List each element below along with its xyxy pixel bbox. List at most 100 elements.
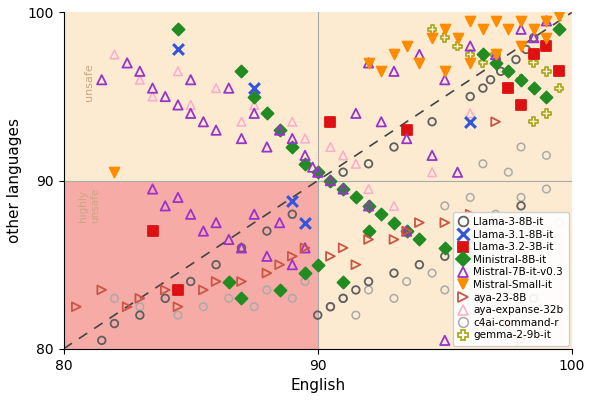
Point	[427, 169, 437, 176]
Point	[110, 169, 119, 176]
Point	[402, 43, 411, 49]
Point	[542, 93, 551, 100]
Point	[339, 186, 348, 192]
Point	[478, 85, 488, 91]
Point	[160, 287, 170, 293]
Point	[123, 60, 132, 66]
Point	[389, 51, 398, 58]
Point	[364, 236, 374, 243]
Point	[465, 51, 475, 58]
Point	[135, 76, 144, 83]
Point	[237, 118, 246, 125]
Point	[504, 85, 513, 91]
Point	[440, 34, 449, 41]
Point	[288, 295, 297, 302]
Legend: Llama-3-8B-it, Llama-3.1-8B-it, Llama-3.2-3B-it, Ministral-8B-it, Mistral-7B-it-: Llama-3-8B-it, Llama-3.1-8B-it, Llama-3.…	[452, 212, 569, 346]
X-axis label: English: English	[290, 378, 345, 393]
Point	[402, 228, 411, 234]
Point	[186, 76, 195, 83]
Point	[300, 245, 310, 251]
Point	[389, 270, 398, 276]
Point	[389, 295, 398, 302]
Point	[504, 85, 513, 91]
Point	[135, 295, 144, 302]
Point	[389, 68, 398, 74]
Point	[516, 337, 526, 344]
Point	[555, 85, 564, 91]
Point	[308, 164, 317, 170]
Point	[326, 144, 335, 150]
Point	[351, 194, 361, 201]
Point	[414, 51, 424, 58]
Point	[516, 304, 526, 310]
Point	[110, 320, 119, 327]
Point	[364, 228, 374, 234]
Point	[186, 278, 195, 285]
Point	[262, 110, 272, 116]
Point	[339, 295, 348, 302]
Point	[326, 118, 335, 125]
Point	[478, 295, 488, 302]
Point	[249, 304, 259, 310]
Point	[453, 169, 462, 176]
Point	[173, 26, 183, 32]
Point	[224, 85, 233, 91]
Point	[288, 253, 297, 260]
Point	[249, 110, 259, 116]
Point	[402, 228, 411, 234]
Point	[186, 211, 195, 218]
Point	[516, 194, 526, 201]
Point	[504, 245, 513, 251]
Point	[414, 236, 424, 243]
Point	[465, 211, 475, 218]
Point	[465, 60, 475, 66]
Point	[300, 270, 310, 276]
Point	[402, 135, 411, 142]
Point	[504, 169, 513, 176]
Point	[224, 236, 233, 243]
Point	[148, 93, 157, 100]
Point	[199, 304, 208, 310]
Point	[275, 127, 284, 133]
Point	[339, 245, 348, 251]
Point	[453, 34, 462, 41]
Point	[491, 51, 500, 58]
Point	[237, 278, 246, 285]
Point	[173, 312, 183, 318]
Point	[339, 169, 348, 176]
Point	[511, 56, 521, 63]
Point	[440, 76, 449, 83]
Point	[377, 68, 386, 74]
Point	[364, 60, 374, 66]
Point	[529, 118, 539, 125]
Point	[542, 18, 551, 24]
Point	[237, 245, 246, 251]
Point	[173, 102, 183, 108]
Point	[427, 26, 437, 32]
Point	[478, 160, 488, 167]
Point	[288, 135, 297, 142]
Point	[377, 211, 386, 218]
Point	[326, 304, 335, 310]
Point	[186, 102, 195, 108]
Point	[440, 337, 449, 344]
Point	[453, 262, 462, 268]
Y-axis label: other languages: other languages	[7, 118, 22, 243]
Point	[504, 26, 513, 32]
Point	[440, 245, 449, 251]
Point	[97, 76, 107, 83]
Point	[427, 34, 437, 41]
Point	[339, 295, 348, 302]
Point	[529, 26, 539, 32]
Point	[414, 262, 424, 268]
Point	[110, 51, 119, 58]
Point	[148, 186, 157, 192]
Point	[516, 18, 526, 24]
Point	[224, 295, 233, 302]
Point	[478, 51, 488, 58]
Point	[313, 262, 323, 268]
Point	[300, 152, 310, 158]
Point	[555, 26, 564, 32]
Point	[326, 178, 335, 184]
Point	[288, 118, 297, 125]
